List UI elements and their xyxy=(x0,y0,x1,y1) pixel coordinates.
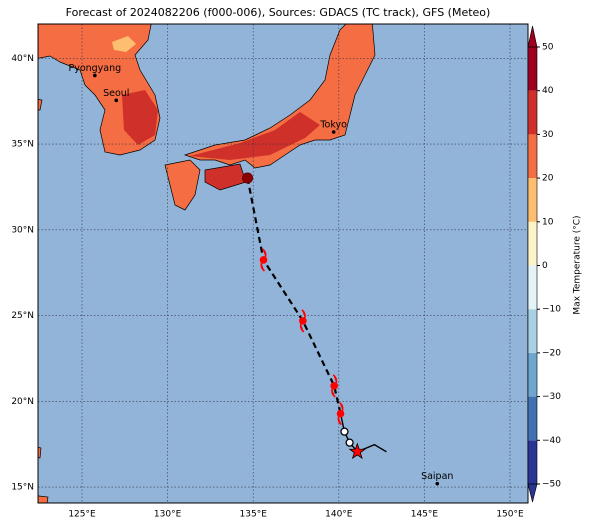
kyushu xyxy=(164,159,201,211)
honshu xyxy=(183,24,376,169)
city-label: Seoul xyxy=(103,88,129,99)
colorbar-bin xyxy=(528,90,537,135)
colorbar-tick-label: −10 xyxy=(542,305,561,315)
colorbar-bin xyxy=(528,178,537,222)
forecast-position xyxy=(345,438,354,447)
colorbar-bin xyxy=(528,396,537,441)
colorbar-bin xyxy=(528,265,537,310)
lon-tick-label: 145°E xyxy=(411,510,439,520)
city-marker xyxy=(93,73,97,78)
colorbar-bin xyxy=(528,440,537,484)
colorbar-tick-label: 0 xyxy=(542,261,548,271)
past-position xyxy=(242,172,254,184)
colorbar-tick-label: −30 xyxy=(542,392,561,402)
lat-tick-label: 40°N xyxy=(11,54,34,64)
left-coast xyxy=(38,98,49,503)
cool-patch xyxy=(112,36,136,52)
colorbar-tick-label: 30 xyxy=(542,130,554,140)
track-line xyxy=(246,177,342,414)
shikoku xyxy=(204,163,247,191)
colorbar-tick-label: 10 xyxy=(542,217,554,227)
city-marker xyxy=(114,98,119,103)
colorbar-extend-top xyxy=(527,25,538,48)
lat-tick-label: 20°N xyxy=(11,397,34,407)
colorbar-label: Max Temperature (°C) xyxy=(573,215,583,314)
colorbar-tick-label: 20 xyxy=(542,174,554,184)
lat-tick-label: 30°N xyxy=(11,225,34,235)
colorbar-tick-label: −20 xyxy=(542,348,561,358)
current-position xyxy=(348,442,367,460)
city-label: Pyongyang xyxy=(68,63,121,74)
colorbar-tick-label: −40 xyxy=(542,436,561,446)
city-marker xyxy=(435,481,440,486)
lon-tick-label: 130°E xyxy=(154,510,182,520)
colorbar-bin xyxy=(528,309,537,353)
storm-symbol xyxy=(299,309,307,333)
colorbar-tick-label: 50 xyxy=(542,43,554,53)
lon-tick-label: 150°E xyxy=(496,510,524,520)
colorbar-bin xyxy=(528,47,537,91)
lon-tick-label: 125°E xyxy=(68,510,96,520)
forecast-position xyxy=(340,427,349,436)
colorbar-bin xyxy=(528,134,537,179)
storm-symbol xyxy=(259,248,268,272)
colorbar-bin xyxy=(528,221,537,266)
colorbar-tick-label: 40 xyxy=(542,86,554,96)
land xyxy=(38,24,376,503)
city-label: Saipan xyxy=(421,471,453,482)
warm-patch xyxy=(190,112,320,160)
lat-tick-label: 25°N xyxy=(11,311,34,321)
city-label: Tokyo xyxy=(319,120,347,131)
lon-tick-label: 140°E xyxy=(325,510,353,520)
city-marker xyxy=(331,130,336,134)
colorbar-bin xyxy=(528,352,537,397)
colorbar-extend-bottom xyxy=(527,483,538,503)
storm-symbol xyxy=(336,402,345,426)
warm-patch xyxy=(122,90,158,145)
colorbar-tick-label: −50 xyxy=(542,480,561,490)
lon-tick-label: 135°E xyxy=(240,510,268,520)
lat-tick-label: 15°N xyxy=(11,483,34,493)
lat-tick-label: 35°N xyxy=(11,140,34,150)
title: Forecast of 2024082206 (f000-006), Sourc… xyxy=(66,6,491,19)
storm-symbol xyxy=(330,374,338,398)
